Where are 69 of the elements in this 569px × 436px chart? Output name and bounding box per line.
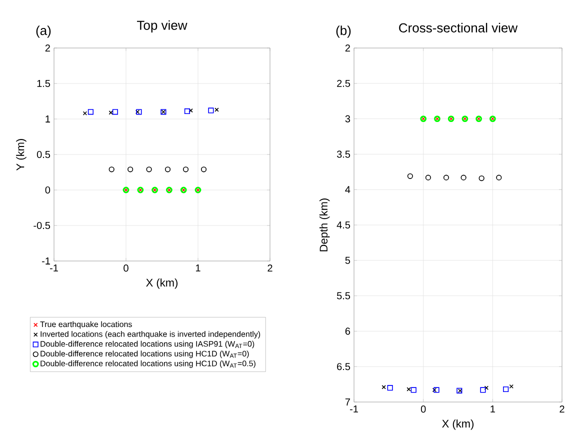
- point: [406, 387, 411, 392]
- point: [503, 386, 509, 392]
- x-tick-label: 2: [268, 264, 272, 272]
- y-tick-label: -1: [42, 258, 50, 264]
- point: [478, 175, 484, 182]
- point: [108, 166, 114, 172]
- point: [443, 174, 450, 180]
- y-tick-label: 3: [345, 115, 350, 122]
- x-axis-title: X (km): [146, 278, 178, 289]
- x-axis-title: X (km): [442, 419, 474, 430]
- point: [82, 111, 88, 116]
- y-tick-label: 1.5: [37, 80, 50, 87]
- point: [112, 109, 118, 115]
- point: [108, 110, 113, 115]
- chart-title: Top view: [137, 20, 188, 32]
- text: (a): [36, 26, 51, 38]
- point: [208, 108, 214, 114]
- legend-label: Double-difference relocated locations using HC1D (W$_{AT}$=0.5): [40, 360, 256, 368]
- x-tick-label: 1: [490, 406, 495, 412]
- y-tick-label: 6: [345, 328, 350, 335]
- y-tick-label: 3.5: [336, 150, 350, 158]
- x-tick-label: 1: [196, 264, 200, 272]
- y-tick-label: 5.5: [336, 292, 350, 300]
- point: [484, 386, 489, 390]
- chart-title: Cross-sectional view: [399, 22, 518, 32]
- point: [382, 385, 386, 390]
- point: [146, 166, 152, 172]
- y-tick-label: 4.5: [336, 222, 350, 228]
- y-tick-label: 7: [345, 398, 350, 406]
- legend-label: Inverted locations (each earthquake is inverted independently): [40, 331, 260, 338]
- x-tick-label: 2: [560, 406, 564, 413]
- legend-label: True earthquake locations: [40, 321, 132, 329]
- point: [480, 387, 486, 393]
- x-tick-label: -1: [350, 406, 358, 412]
- y-tick-label: 2.5: [337, 80, 350, 87]
- point: [128, 166, 134, 172]
- point: [182, 166, 189, 172]
- point: [434, 387, 440, 393]
- y-tick-label: 1: [46, 116, 50, 122]
- point: [432, 388, 437, 392]
- legend-label: Double-difference relocated locations using IASP91 (W$_{AT}$=0): [40, 340, 254, 348]
- point: [496, 174, 502, 180]
- point: [407, 173, 413, 179]
- point: [188, 108, 193, 113]
- y-tick-label: -0.5: [34, 222, 50, 230]
- y-tick-label: 6.5: [337, 363, 350, 370]
- y-tick-label: 4: [345, 186, 350, 194]
- y-axis-title: Y (km): [16, 139, 26, 170]
- x-tick-label: -1: [50, 264, 58, 272]
- point: [88, 109, 94, 115]
- point: [460, 174, 466, 180]
- point: [387, 385, 393, 391]
- y-tick-label: 5: [345, 256, 350, 264]
- point: [425, 174, 431, 180]
- point: [184, 108, 190, 114]
- y-tick-label: 0.5: [36, 150, 50, 158]
- point: [410, 387, 416, 393]
- x-tick-label: 0: [420, 406, 426, 413]
- y-axis-title: Depth (km): [319, 198, 330, 252]
- text: (b): [336, 26, 351, 38]
- point: [200, 166, 207, 172]
- point: [214, 108, 219, 112]
- y-tick-label: 2: [45, 44, 50, 52]
- y-tick-label: 0: [45, 186, 50, 194]
- legend-label: Double-difference relocated locations using HC1D (W$_{AT}$=0): [40, 350, 249, 358]
- x-tick-label: 0: [124, 264, 128, 272]
- point: [509, 384, 514, 389]
- y-tick-label: 2: [345, 44, 350, 52]
- point: [164, 166, 171, 172]
